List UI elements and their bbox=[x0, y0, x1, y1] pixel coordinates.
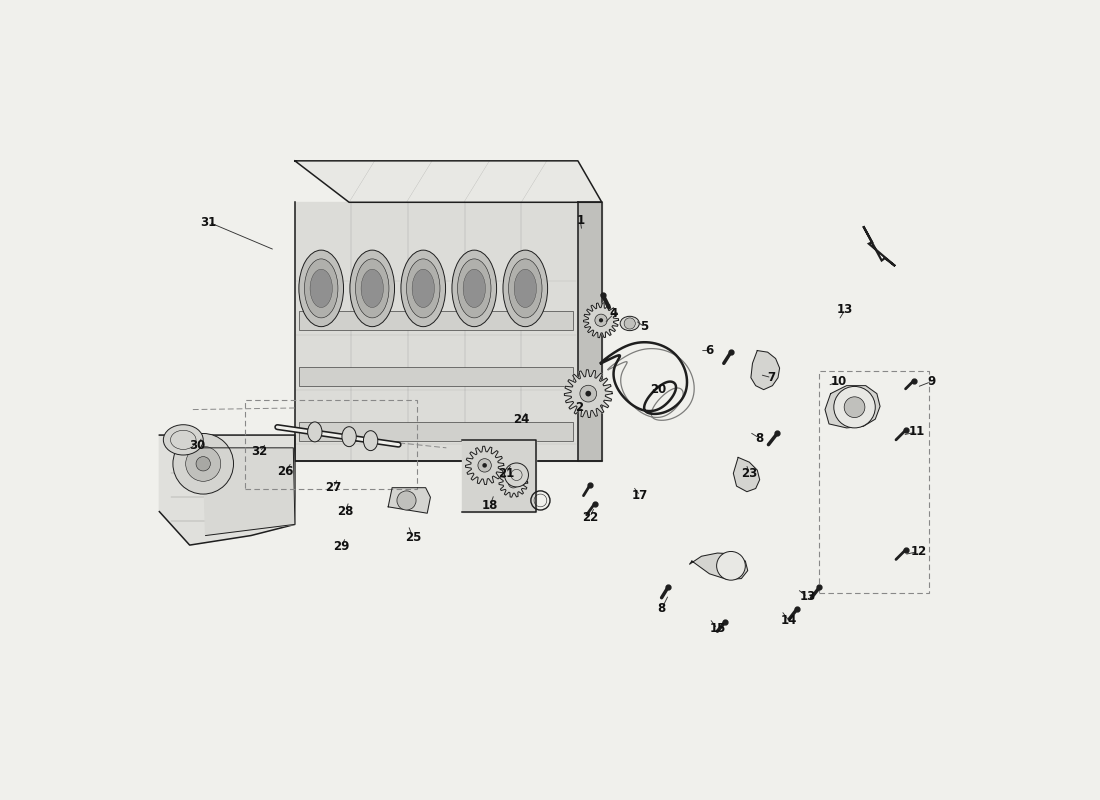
Text: 13: 13 bbox=[837, 303, 854, 317]
Ellipse shape bbox=[361, 270, 384, 307]
Polygon shape bbox=[751, 350, 780, 390]
Text: 12: 12 bbox=[910, 545, 926, 558]
Text: 7: 7 bbox=[768, 371, 776, 384]
FancyBboxPatch shape bbox=[299, 310, 573, 330]
Polygon shape bbox=[690, 553, 748, 579]
Text: 5: 5 bbox=[640, 320, 648, 333]
Polygon shape bbox=[295, 161, 602, 202]
Polygon shape bbox=[578, 202, 602, 461]
Circle shape bbox=[505, 463, 528, 487]
FancyBboxPatch shape bbox=[299, 366, 573, 386]
Ellipse shape bbox=[514, 270, 537, 307]
Text: 29: 29 bbox=[333, 540, 350, 553]
Polygon shape bbox=[564, 370, 613, 418]
Polygon shape bbox=[204, 448, 295, 535]
Circle shape bbox=[196, 457, 210, 471]
Circle shape bbox=[397, 491, 416, 510]
Ellipse shape bbox=[503, 250, 548, 326]
Text: 26: 26 bbox=[277, 466, 294, 478]
Text: 4: 4 bbox=[609, 307, 618, 321]
Circle shape bbox=[186, 446, 221, 482]
Text: 22: 22 bbox=[582, 510, 598, 524]
Circle shape bbox=[508, 478, 518, 488]
Ellipse shape bbox=[308, 422, 322, 442]
Ellipse shape bbox=[299, 250, 343, 326]
Ellipse shape bbox=[458, 259, 491, 318]
Text: 25: 25 bbox=[405, 530, 421, 544]
Ellipse shape bbox=[508, 259, 542, 318]
Circle shape bbox=[844, 397, 865, 418]
Text: 23: 23 bbox=[741, 467, 758, 480]
Text: 21: 21 bbox=[498, 467, 515, 480]
Ellipse shape bbox=[452, 250, 496, 326]
Ellipse shape bbox=[407, 259, 440, 318]
Text: 11: 11 bbox=[909, 426, 925, 438]
Circle shape bbox=[173, 434, 233, 494]
Ellipse shape bbox=[342, 426, 356, 446]
Polygon shape bbox=[499, 469, 528, 497]
Ellipse shape bbox=[363, 430, 377, 450]
Text: 30: 30 bbox=[189, 439, 206, 452]
Circle shape bbox=[482, 463, 487, 468]
Text: 8: 8 bbox=[756, 432, 763, 445]
Ellipse shape bbox=[170, 430, 196, 450]
Text: 28: 28 bbox=[337, 505, 353, 518]
Text: 6: 6 bbox=[705, 344, 714, 357]
Circle shape bbox=[512, 481, 515, 485]
Polygon shape bbox=[864, 226, 895, 266]
Text: 10: 10 bbox=[830, 375, 847, 388]
Ellipse shape bbox=[400, 250, 446, 326]
Ellipse shape bbox=[305, 259, 338, 318]
Text: 20: 20 bbox=[650, 383, 667, 396]
Text: 32: 32 bbox=[252, 446, 268, 458]
Text: 8: 8 bbox=[658, 602, 666, 615]
Text: 27: 27 bbox=[324, 481, 341, 494]
Text: 1: 1 bbox=[576, 214, 584, 227]
Ellipse shape bbox=[350, 250, 395, 326]
Circle shape bbox=[716, 551, 746, 580]
Ellipse shape bbox=[463, 270, 485, 307]
Text: 13: 13 bbox=[800, 590, 815, 603]
Polygon shape bbox=[160, 435, 295, 545]
Ellipse shape bbox=[310, 270, 332, 307]
Polygon shape bbox=[734, 458, 760, 492]
Text: 14: 14 bbox=[781, 614, 798, 627]
Polygon shape bbox=[465, 446, 504, 485]
Circle shape bbox=[624, 318, 636, 329]
FancyBboxPatch shape bbox=[299, 422, 573, 442]
Ellipse shape bbox=[163, 425, 204, 455]
Polygon shape bbox=[388, 488, 430, 514]
Circle shape bbox=[585, 390, 591, 397]
Polygon shape bbox=[295, 202, 578, 461]
Polygon shape bbox=[583, 303, 618, 338]
Circle shape bbox=[834, 386, 876, 428]
Text: 2: 2 bbox=[575, 402, 584, 414]
Text: 9: 9 bbox=[927, 375, 935, 388]
Circle shape bbox=[580, 386, 596, 402]
Circle shape bbox=[595, 314, 607, 326]
Text: 18: 18 bbox=[482, 498, 498, 512]
Circle shape bbox=[477, 458, 492, 472]
Circle shape bbox=[598, 318, 603, 322]
Ellipse shape bbox=[620, 316, 639, 330]
Text: 15: 15 bbox=[710, 622, 726, 635]
Polygon shape bbox=[462, 440, 536, 512]
Polygon shape bbox=[825, 386, 880, 428]
Ellipse shape bbox=[412, 270, 434, 307]
Ellipse shape bbox=[355, 259, 389, 318]
Text: 17: 17 bbox=[632, 489, 648, 502]
Text: 24: 24 bbox=[513, 413, 529, 426]
Text: 31: 31 bbox=[200, 216, 217, 229]
